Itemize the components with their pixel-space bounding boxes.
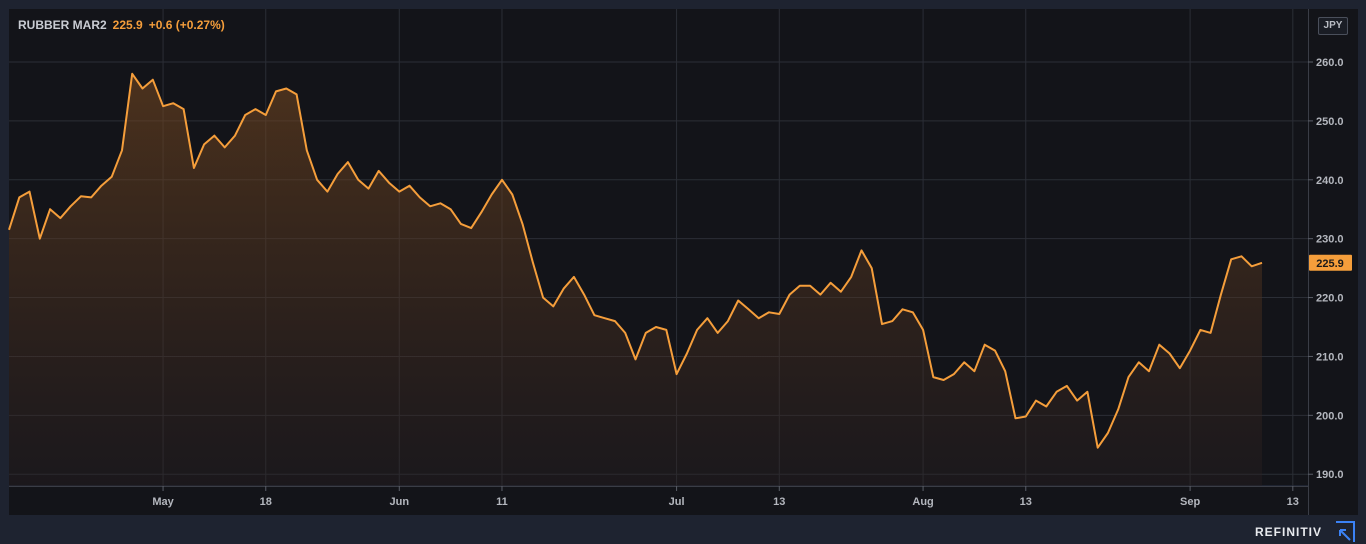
refinitiv-logo-text: REFINITIV (1255, 525, 1323, 539)
x-tick-label: 13 (1020, 496, 1032, 508)
y-tick-label: 200.0 (1316, 410, 1344, 422)
last-price-tag (1309, 254, 1352, 271)
x-tick-label: 11 (496, 496, 508, 508)
y-tick-label: 260.0 (1316, 57, 1344, 69)
x-tick-label: 13 (1287, 496, 1299, 508)
y-tick-label: 240.0 (1316, 175, 1344, 187)
last-price-marker: 225.9 (1309, 254, 1352, 271)
y-tick-label: 190.0 (1316, 469, 1344, 481)
price-area (9, 73, 1262, 487)
x-tick-label: 13 (773, 496, 785, 508)
price-line (8, 72, 1263, 449)
x-tick-label: May (152, 496, 174, 508)
area-fill (9, 73, 1262, 487)
x-tick-label: Sep (1180, 496, 1200, 508)
y-tick-label: 250.0 (1316, 116, 1344, 128)
refinitiv-logo-icon (1336, 521, 1355, 542)
change-label: +0.6 (+0.27%) (148, 18, 225, 32)
price-series-line (8, 72, 1263, 449)
y-tick-label: 210.0 (1316, 351, 1344, 363)
x-axis-strip (9, 487, 1308, 515)
x-tick-label: 18 (260, 496, 272, 508)
x-tick-label: Jul (669, 496, 685, 508)
y-tick-label: 230.0 (1316, 234, 1344, 246)
x-axis-ticks: May18Jun11Jul13Aug13Sep13Oct13 (152, 486, 1299, 508)
y-tick-label: 220.0 (1316, 293, 1344, 305)
chart-header: RUBBER MAR2 225.9 +0.6 (+0.27%) (18, 18, 225, 32)
last-price-tag-label: 225.9 (1316, 258, 1344, 270)
x-tick-label: Jun (389, 496, 409, 508)
currency-badge[interactable]: JPY (1318, 17, 1348, 35)
x-tick-label: Aug (912, 496, 933, 508)
y-axis-ticks: 190.0 200.0 210.0 220.0 230.0 240.0 250.0 260.0 (1308, 57, 1344, 481)
last-price-label: 225.9 (112, 18, 143, 32)
symbol-label: RUBBER MAR2 (18, 18, 107, 32)
